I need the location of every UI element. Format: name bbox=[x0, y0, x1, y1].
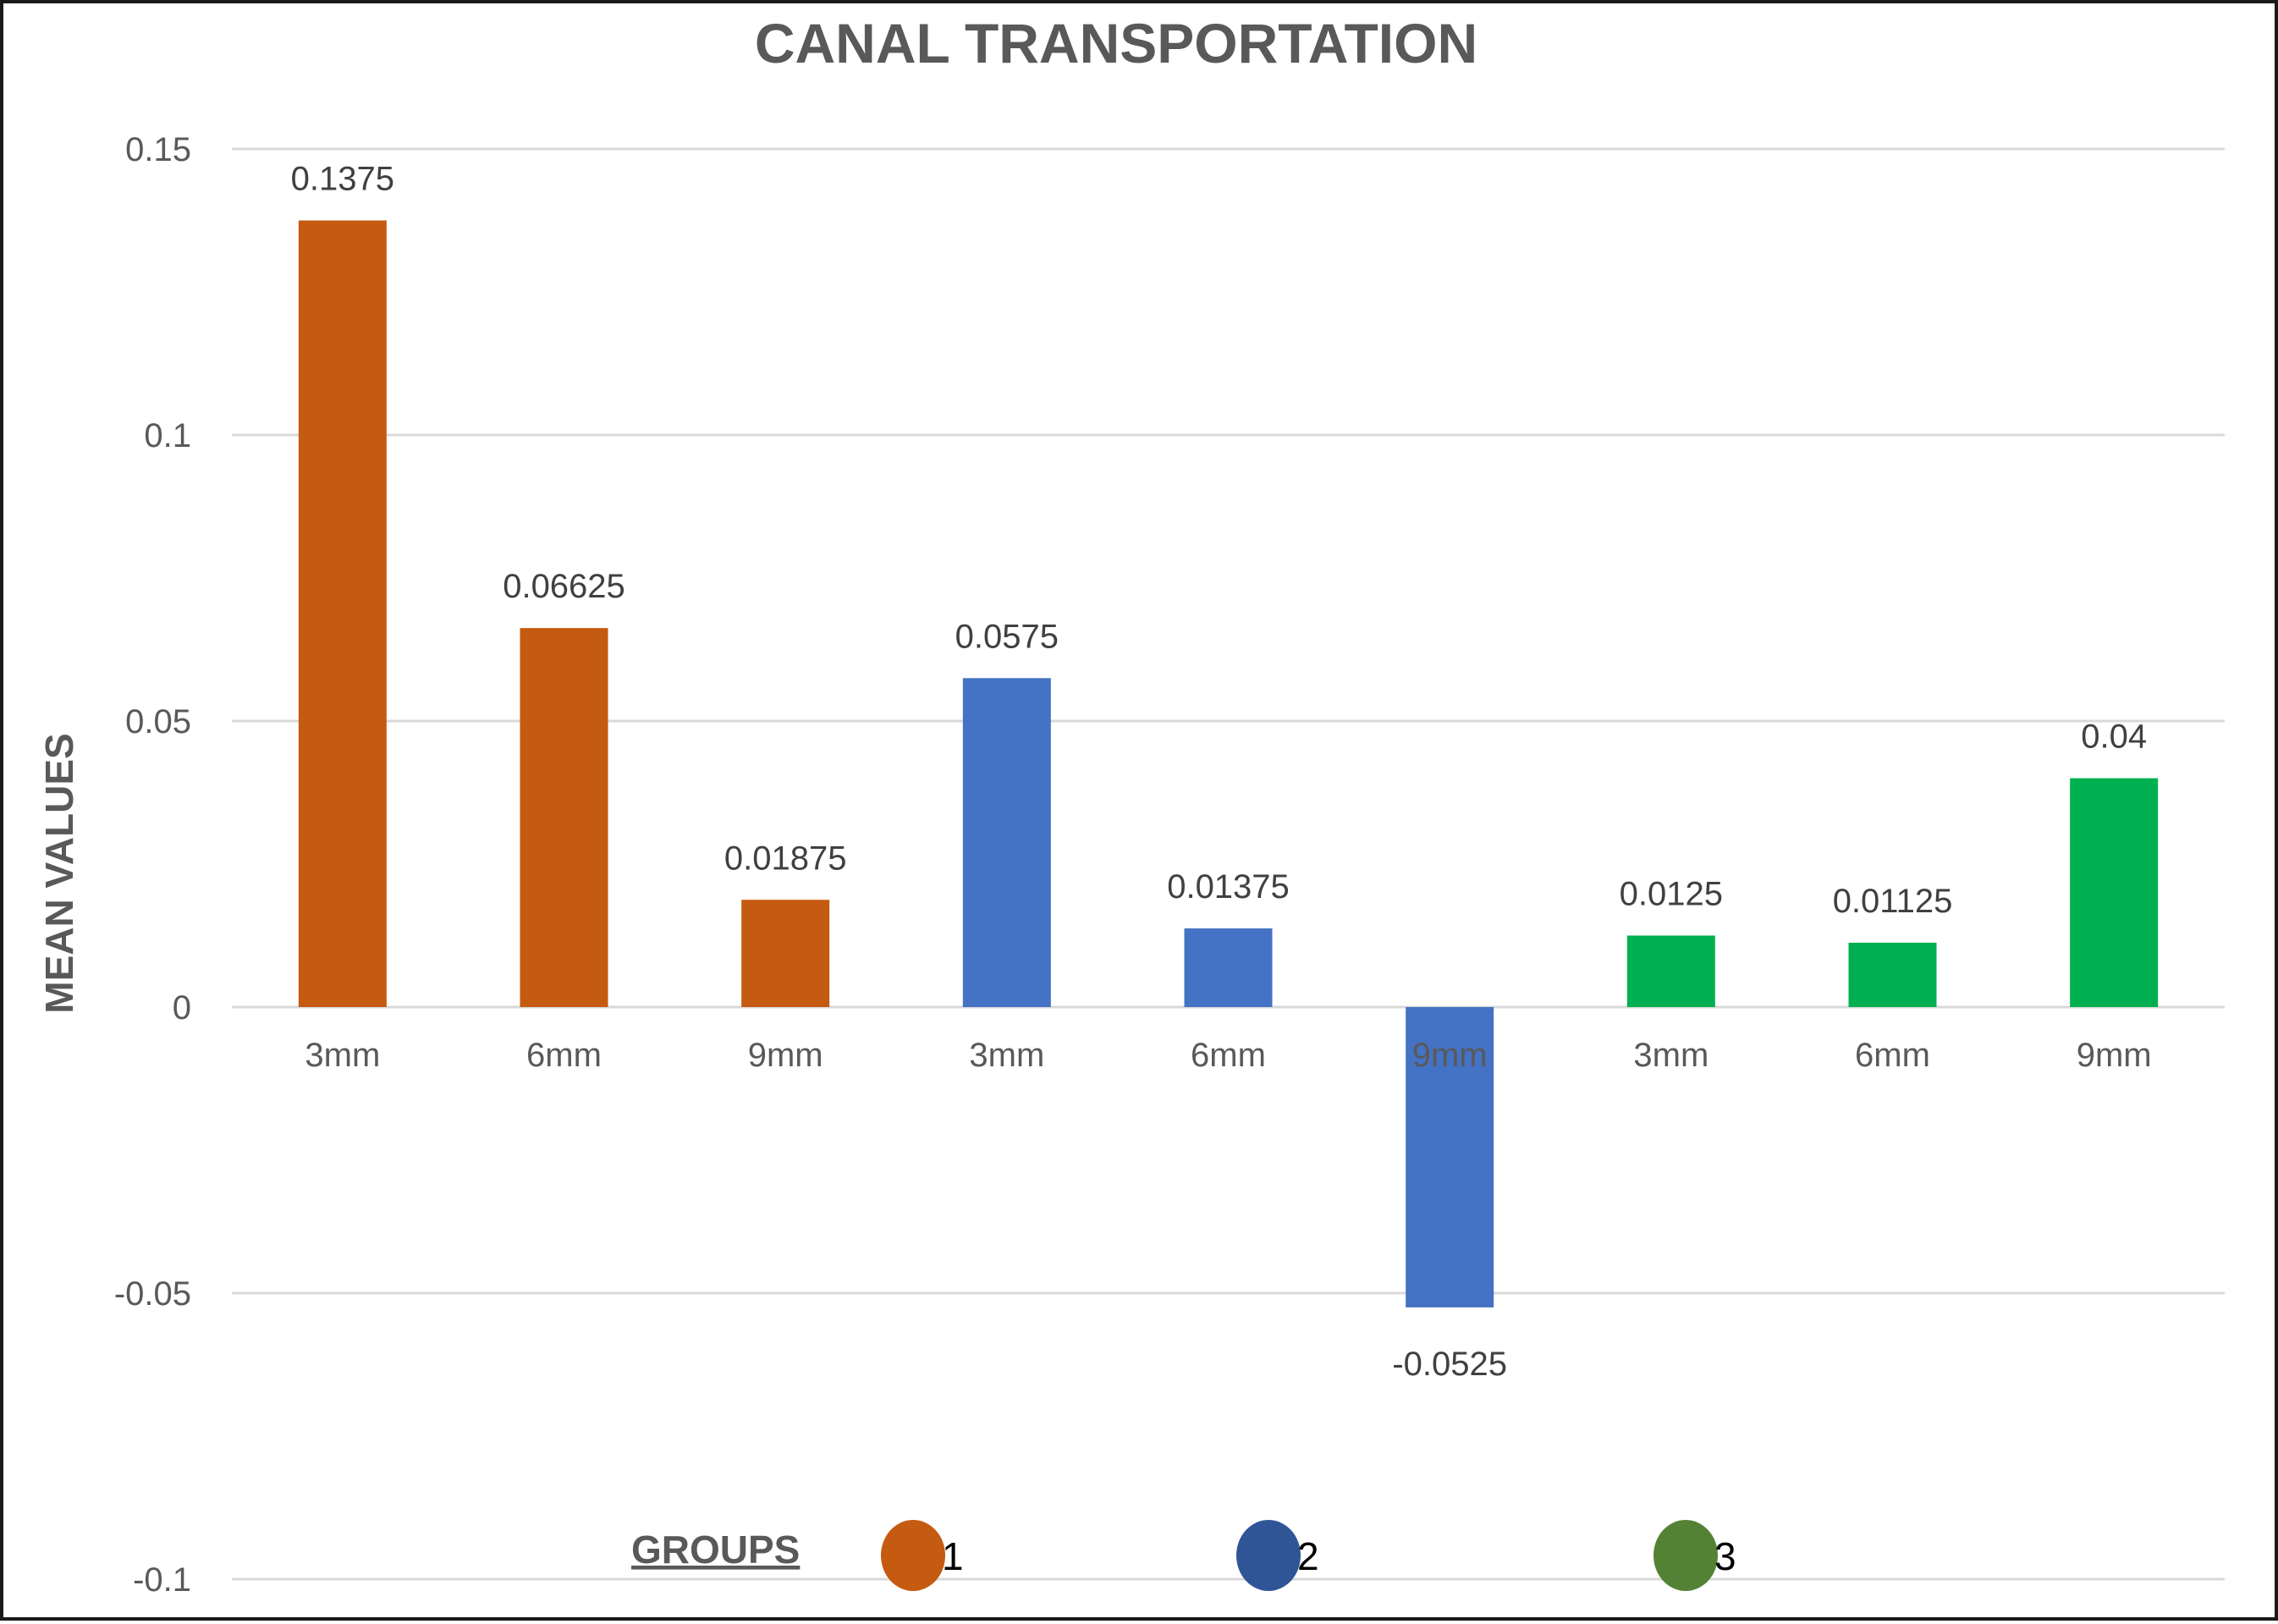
y-tick-label: 0.15 bbox=[125, 131, 191, 168]
y-tick-label: 0.05 bbox=[125, 703, 191, 740]
x-tick-label: 3mm bbox=[305, 1037, 380, 1074]
data-label: 0.06625 bbox=[503, 568, 625, 605]
data-label: 0.1375 bbox=[291, 161, 394, 198]
data-label: 0.0575 bbox=[955, 618, 1059, 655]
bar-3 bbox=[741, 900, 830, 1007]
bar-5 bbox=[1184, 928, 1273, 1007]
x-axis-ticks: 3mm 6mm 9mm 3mm 6mm 9mm 3mm 6mm 9mm bbox=[305, 1037, 2151, 1074]
bar-6 bbox=[1406, 1007, 1494, 1307]
x-tick-label: 3mm bbox=[969, 1037, 1044, 1074]
bar-1 bbox=[298, 220, 387, 1007]
data-labels: 0.1375 0.06625 0.01875 0.0575 0.01375 -0.0525… bbox=[291, 161, 2147, 1383]
x-tick-label: 3mm bbox=[1633, 1037, 1708, 1074]
legend: GROUPS 1 2 3 bbox=[631, 1520, 1736, 1591]
legend-label: 1 bbox=[942, 1534, 964, 1578]
data-label: 0.0125 bbox=[1620, 876, 1723, 913]
chart-title: CANAL TRANSPORTATION bbox=[755, 12, 1477, 74]
data-label: 0.01375 bbox=[1167, 868, 1290, 906]
x-tick-label: 9mm bbox=[748, 1037, 823, 1074]
x-tick-label: 6mm bbox=[1191, 1037, 1266, 1074]
bar-8 bbox=[1848, 942, 1937, 1007]
legend-label: 3 bbox=[1714, 1534, 1736, 1578]
y-tick-label: 0.1 bbox=[144, 417, 191, 454]
legend-label: 2 bbox=[1297, 1534, 1319, 1578]
data-label: 0.01875 bbox=[724, 840, 847, 877]
x-tick-label: 9mm bbox=[2077, 1037, 2152, 1074]
y-tick-label: -0.1 bbox=[133, 1561, 191, 1599]
x-tick-label: 6mm bbox=[1855, 1037, 1930, 1074]
data-label: 0.04 bbox=[2081, 718, 2147, 756]
legend-marker-1 bbox=[881, 1520, 945, 1591]
bar-chart: CANAL TRANSPORTATION MEAN VALUES 0.150.1… bbox=[37, 12, 2225, 1599]
legend-title: GROUPS bbox=[631, 1528, 800, 1572]
y-tick-label: 0 bbox=[173, 989, 191, 1027]
legend-marker-2 bbox=[1236, 1520, 1301, 1591]
bar-4 bbox=[962, 678, 1051, 1007]
x-tick-label: 6mm bbox=[526, 1037, 602, 1074]
y-axis-ticks: 0.15 0.1 0.05 0 -0.05 -0.1 bbox=[114, 131, 191, 1599]
data-label: -0.0525 bbox=[1392, 1346, 1507, 1383]
bar-2 bbox=[520, 628, 608, 1007]
x-tick-label: 9mm bbox=[1412, 1037, 1488, 1074]
data-label: 0.01125 bbox=[1833, 883, 1953, 920]
bar-9 bbox=[2070, 778, 2159, 1007]
y-tick-label: -0.05 bbox=[114, 1275, 191, 1313]
bars bbox=[298, 220, 2159, 1307]
y-axis-label: MEAN VALUES bbox=[37, 733, 81, 1013]
legend-marker-3 bbox=[1653, 1520, 1718, 1591]
bar-7 bbox=[1626, 935, 1715, 1007]
